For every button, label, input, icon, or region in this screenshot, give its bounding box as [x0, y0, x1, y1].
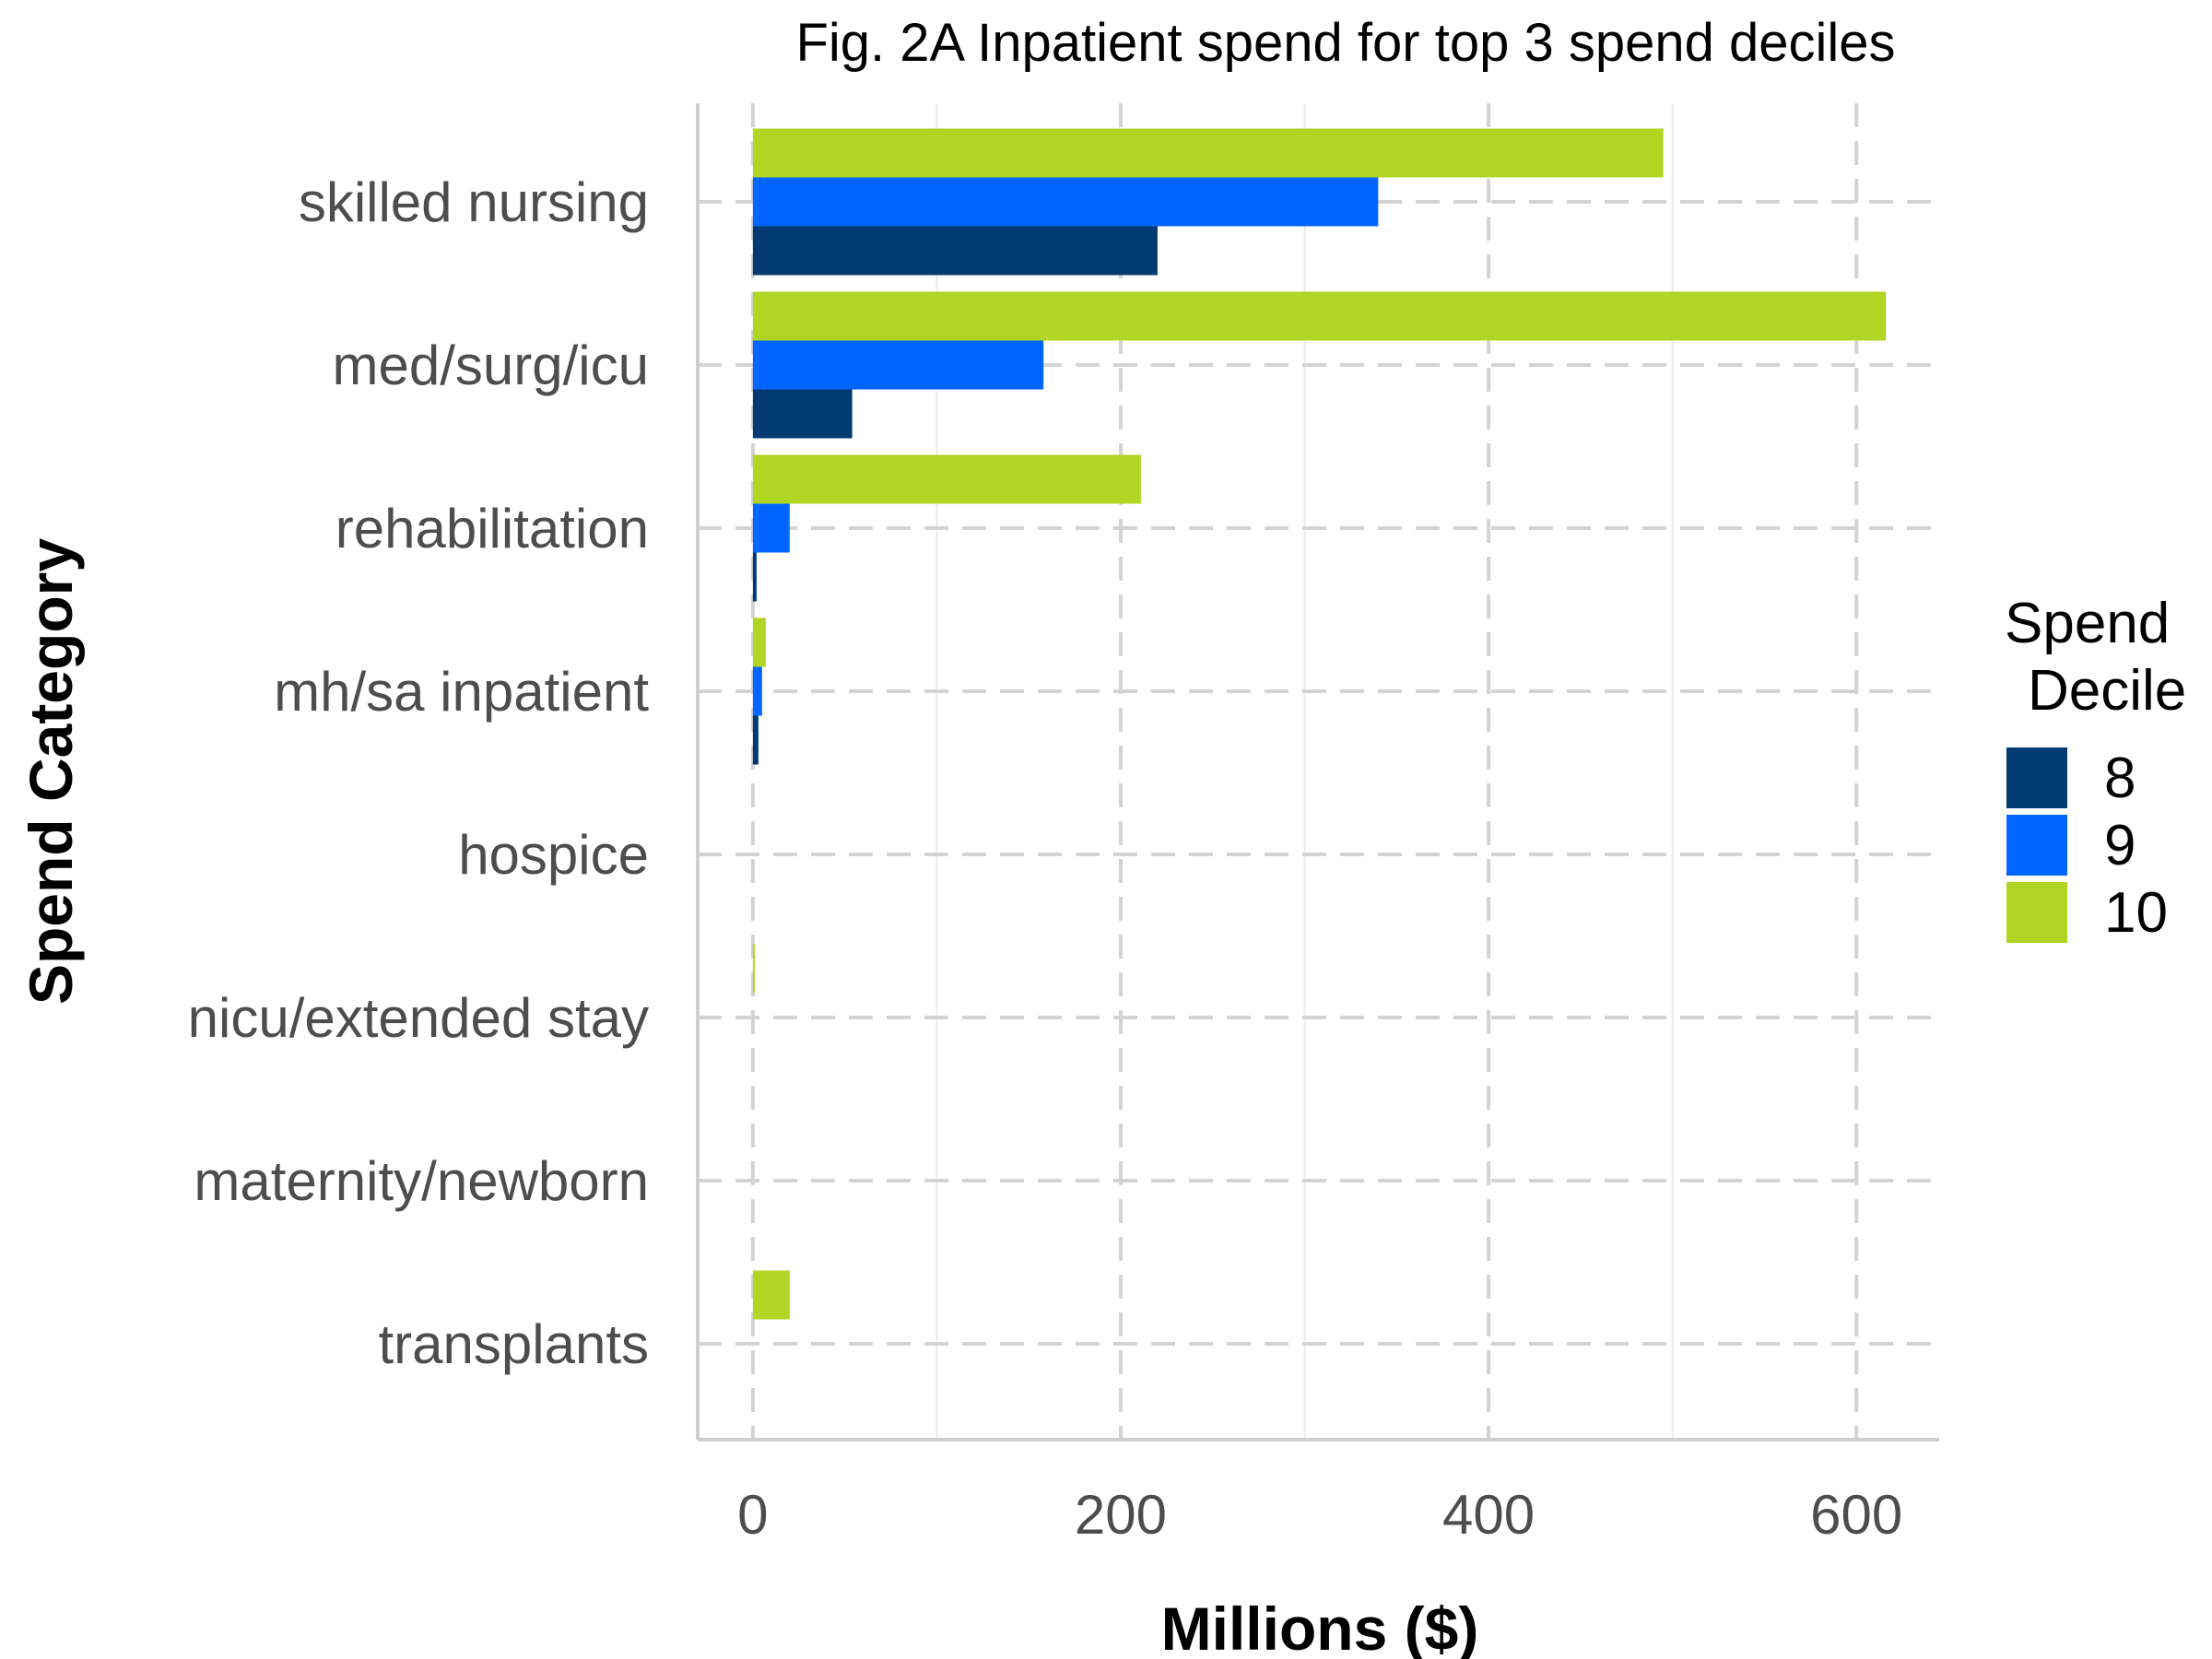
y-tick-label: med/surg/icu [333, 335, 649, 396]
bar [752, 226, 1158, 276]
legend-title-line1: Spend [2005, 592, 2170, 655]
x-tick-label: 600 [1810, 1484, 1902, 1546]
bar [752, 618, 766, 667]
y-tick-labels: skilled nursing med/surg/icu rehabilitatio… [188, 171, 650, 1375]
bar [752, 177, 1379, 227]
bar [752, 944, 755, 994]
x-axis-title: Millions ($) [1161, 1594, 1479, 1659]
bar [752, 715, 759, 765]
y-tick-label: maternity/newborn [194, 1150, 649, 1212]
y-tick-label: hospice [458, 824, 649, 886]
legend-label: 9 [2104, 814, 2136, 877]
x-tick-labels: 0 200 400 600 [737, 1484, 1902, 1546]
bar [752, 291, 1887, 341]
bar [752, 389, 853, 439]
bar [752, 666, 762, 716]
legend-swatch [2006, 815, 2067, 876]
x-tick-label: 0 [737, 1484, 768, 1546]
bar [752, 128, 1664, 178]
x-tick-label: 400 [1442, 1484, 1535, 1546]
bar [752, 1270, 790, 1320]
y-tick-label: rehabilitation [335, 498, 649, 559]
bars-layer [752, 128, 1887, 1320]
y-tick-label: skilled nursing [299, 171, 649, 233]
y-tick-label: nicu/extended stay [188, 987, 649, 1049]
plot-panel [696, 103, 1939, 1441]
chart-title: Fig. 2A Inpatient spend for top 3 spend … [795, 13, 1895, 73]
bar [752, 552, 757, 602]
legend-swatch [2006, 747, 2067, 808]
x-tick-label: 200 [1075, 1484, 1167, 1546]
y-tick-label: transplants [379, 1313, 650, 1375]
y-axis-title: Spend Category [17, 538, 85, 1005]
legend-swatch [2006, 882, 2067, 943]
bar [752, 454, 1141, 504]
y-tick-label: mh/sa inpatient [274, 661, 649, 723]
legend-label: 8 [2104, 747, 2136, 810]
bar [752, 503, 790, 553]
legend-title-line2: Decile [2028, 659, 2186, 723]
bar [752, 340, 1044, 390]
legend-label: 10 [2104, 881, 2168, 945]
